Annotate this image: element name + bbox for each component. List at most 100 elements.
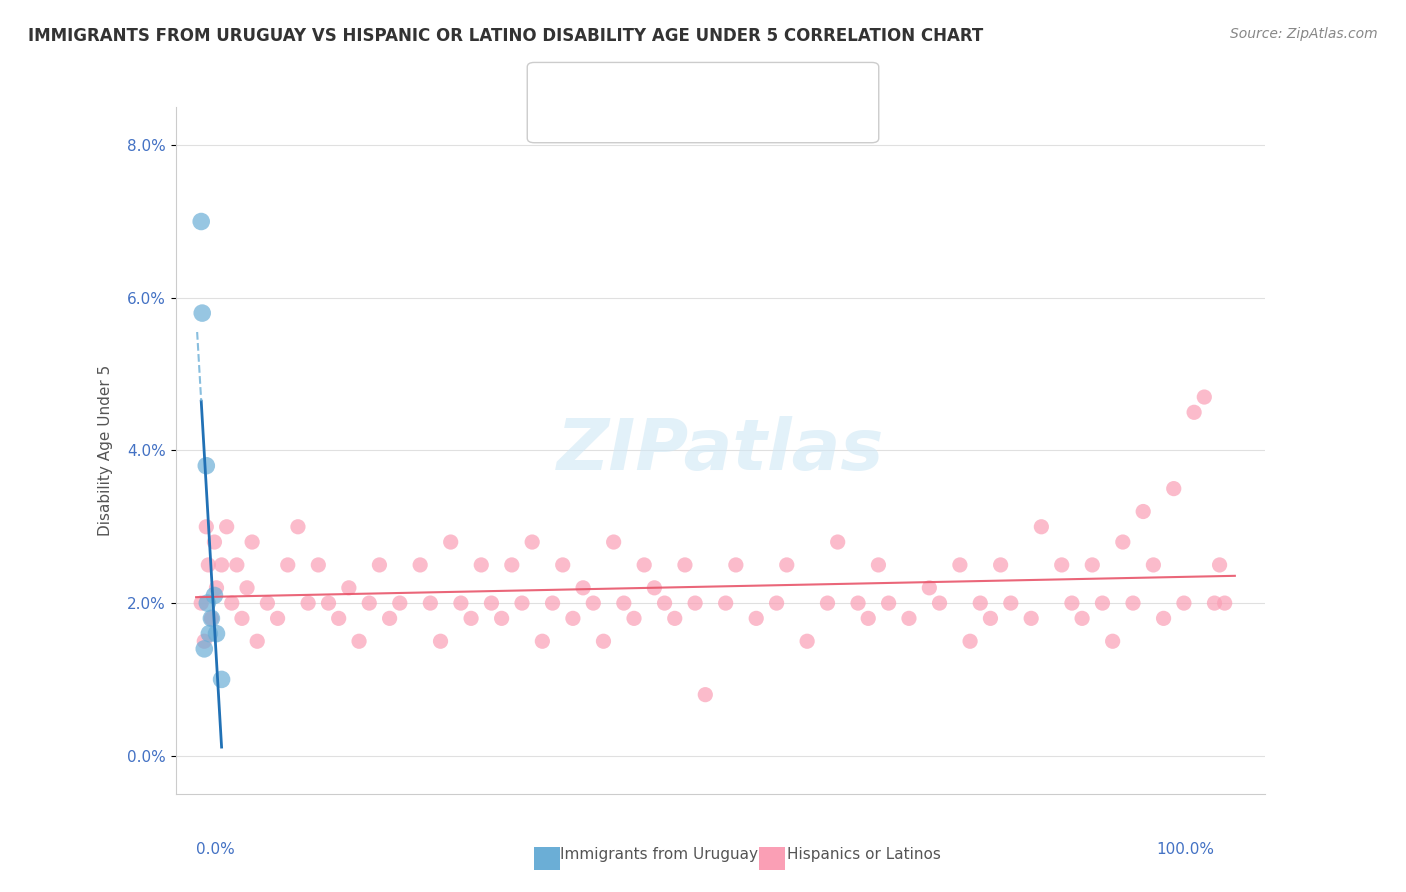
- Point: [378, 611, 401, 625]
- Point: [318, 596, 340, 610]
- Text: ZIPatlas: ZIPatlas: [557, 416, 884, 485]
- Point: [501, 558, 523, 572]
- Point: [200, 611, 222, 625]
- Point: [1122, 596, 1144, 610]
- Point: [714, 596, 737, 610]
- Point: [266, 611, 288, 625]
- Text: R =  0.485  N =  10: R = 0.485 N = 10: [574, 85, 735, 100]
- Text: Source: ZipAtlas.com: Source: ZipAtlas.com: [1230, 27, 1378, 41]
- Point: [297, 596, 319, 610]
- Point: [551, 558, 574, 572]
- Text: 0.0%: 0.0%: [195, 842, 235, 857]
- Point: [236, 581, 259, 595]
- Point: [1060, 596, 1083, 610]
- Point: [541, 596, 564, 610]
- Point: [287, 520, 309, 534]
- Point: [897, 611, 920, 625]
- Point: [765, 596, 787, 610]
- Point: [1163, 482, 1185, 496]
- Point: [868, 558, 890, 572]
- Point: [928, 596, 950, 610]
- Point: [683, 596, 706, 610]
- Point: [643, 581, 665, 595]
- Point: [1182, 405, 1205, 419]
- Point: [1173, 596, 1195, 610]
- Point: [1132, 504, 1154, 518]
- Text: IMMIGRANTS FROM URUGUAY VS HISPANIC OR LATINO DISABILITY AGE UNDER 5 CORRELATION: IMMIGRANTS FROM URUGUAY VS HISPANIC OR L…: [28, 27, 983, 45]
- Point: [582, 596, 605, 610]
- Point: [1000, 596, 1022, 610]
- Point: [470, 558, 492, 572]
- Point: [592, 634, 614, 648]
- Point: [1091, 596, 1114, 610]
- Point: [225, 558, 247, 572]
- Point: [959, 634, 981, 648]
- Point: [368, 558, 391, 572]
- Point: [195, 596, 218, 610]
- Point: [195, 520, 218, 534]
- Point: [1050, 558, 1073, 572]
- Point: [195, 458, 218, 473]
- Point: [190, 214, 212, 228]
- Point: [654, 596, 676, 610]
- Text: R =  -0.073  N =  198: R = -0.073 N = 198: [574, 112, 752, 127]
- Point: [215, 520, 238, 534]
- Point: [440, 535, 463, 549]
- Point: [531, 634, 554, 648]
- Point: [918, 581, 941, 595]
- Point: [419, 596, 441, 610]
- Point: [522, 535, 544, 549]
- Point: [664, 611, 686, 625]
- Point: [205, 581, 228, 595]
- Point: [205, 626, 228, 640]
- Point: [204, 535, 226, 549]
- Point: [796, 634, 818, 648]
- Point: [510, 596, 533, 610]
- Point: [240, 535, 263, 549]
- Text: 100.0%: 100.0%: [1157, 842, 1215, 857]
- Point: [231, 611, 253, 625]
- Point: [200, 611, 222, 625]
- Point: [1213, 596, 1236, 610]
- Text: Hispanics or Latinos: Hispanics or Latinos: [787, 847, 941, 862]
- Point: [307, 558, 329, 572]
- Point: [256, 596, 278, 610]
- Point: [193, 641, 215, 656]
- Point: [979, 611, 1001, 625]
- Point: [877, 596, 900, 610]
- Point: [197, 558, 219, 572]
- Point: [633, 558, 655, 572]
- Point: [460, 611, 482, 625]
- Point: [990, 558, 1012, 572]
- Point: [673, 558, 696, 572]
- Point: [1194, 390, 1216, 404]
- Point: [1204, 596, 1226, 610]
- Point: [561, 611, 583, 625]
- Point: [246, 634, 269, 648]
- Point: [450, 596, 472, 610]
- Point: [204, 589, 226, 603]
- Text: Immigrants from Uruguay: Immigrants from Uruguay: [560, 847, 758, 862]
- Point: [846, 596, 869, 610]
- Point: [1208, 558, 1230, 572]
- Point: [221, 596, 243, 610]
- Point: [613, 596, 636, 610]
- Point: [190, 596, 212, 610]
- Point: [337, 581, 360, 595]
- Point: [1142, 558, 1164, 572]
- Point: [827, 535, 849, 549]
- Point: [1031, 520, 1053, 534]
- Point: [481, 596, 503, 610]
- Point: [949, 558, 972, 572]
- Point: [191, 306, 214, 320]
- Point: [1112, 535, 1135, 549]
- Point: [491, 611, 513, 625]
- Point: [388, 596, 411, 610]
- Point: [724, 558, 747, 572]
- Point: [623, 611, 645, 625]
- Point: [695, 688, 717, 702]
- Y-axis label: Disability Age Under 5: Disability Age Under 5: [98, 365, 114, 536]
- Point: [429, 634, 451, 648]
- Point: [409, 558, 432, 572]
- Point: [572, 581, 595, 595]
